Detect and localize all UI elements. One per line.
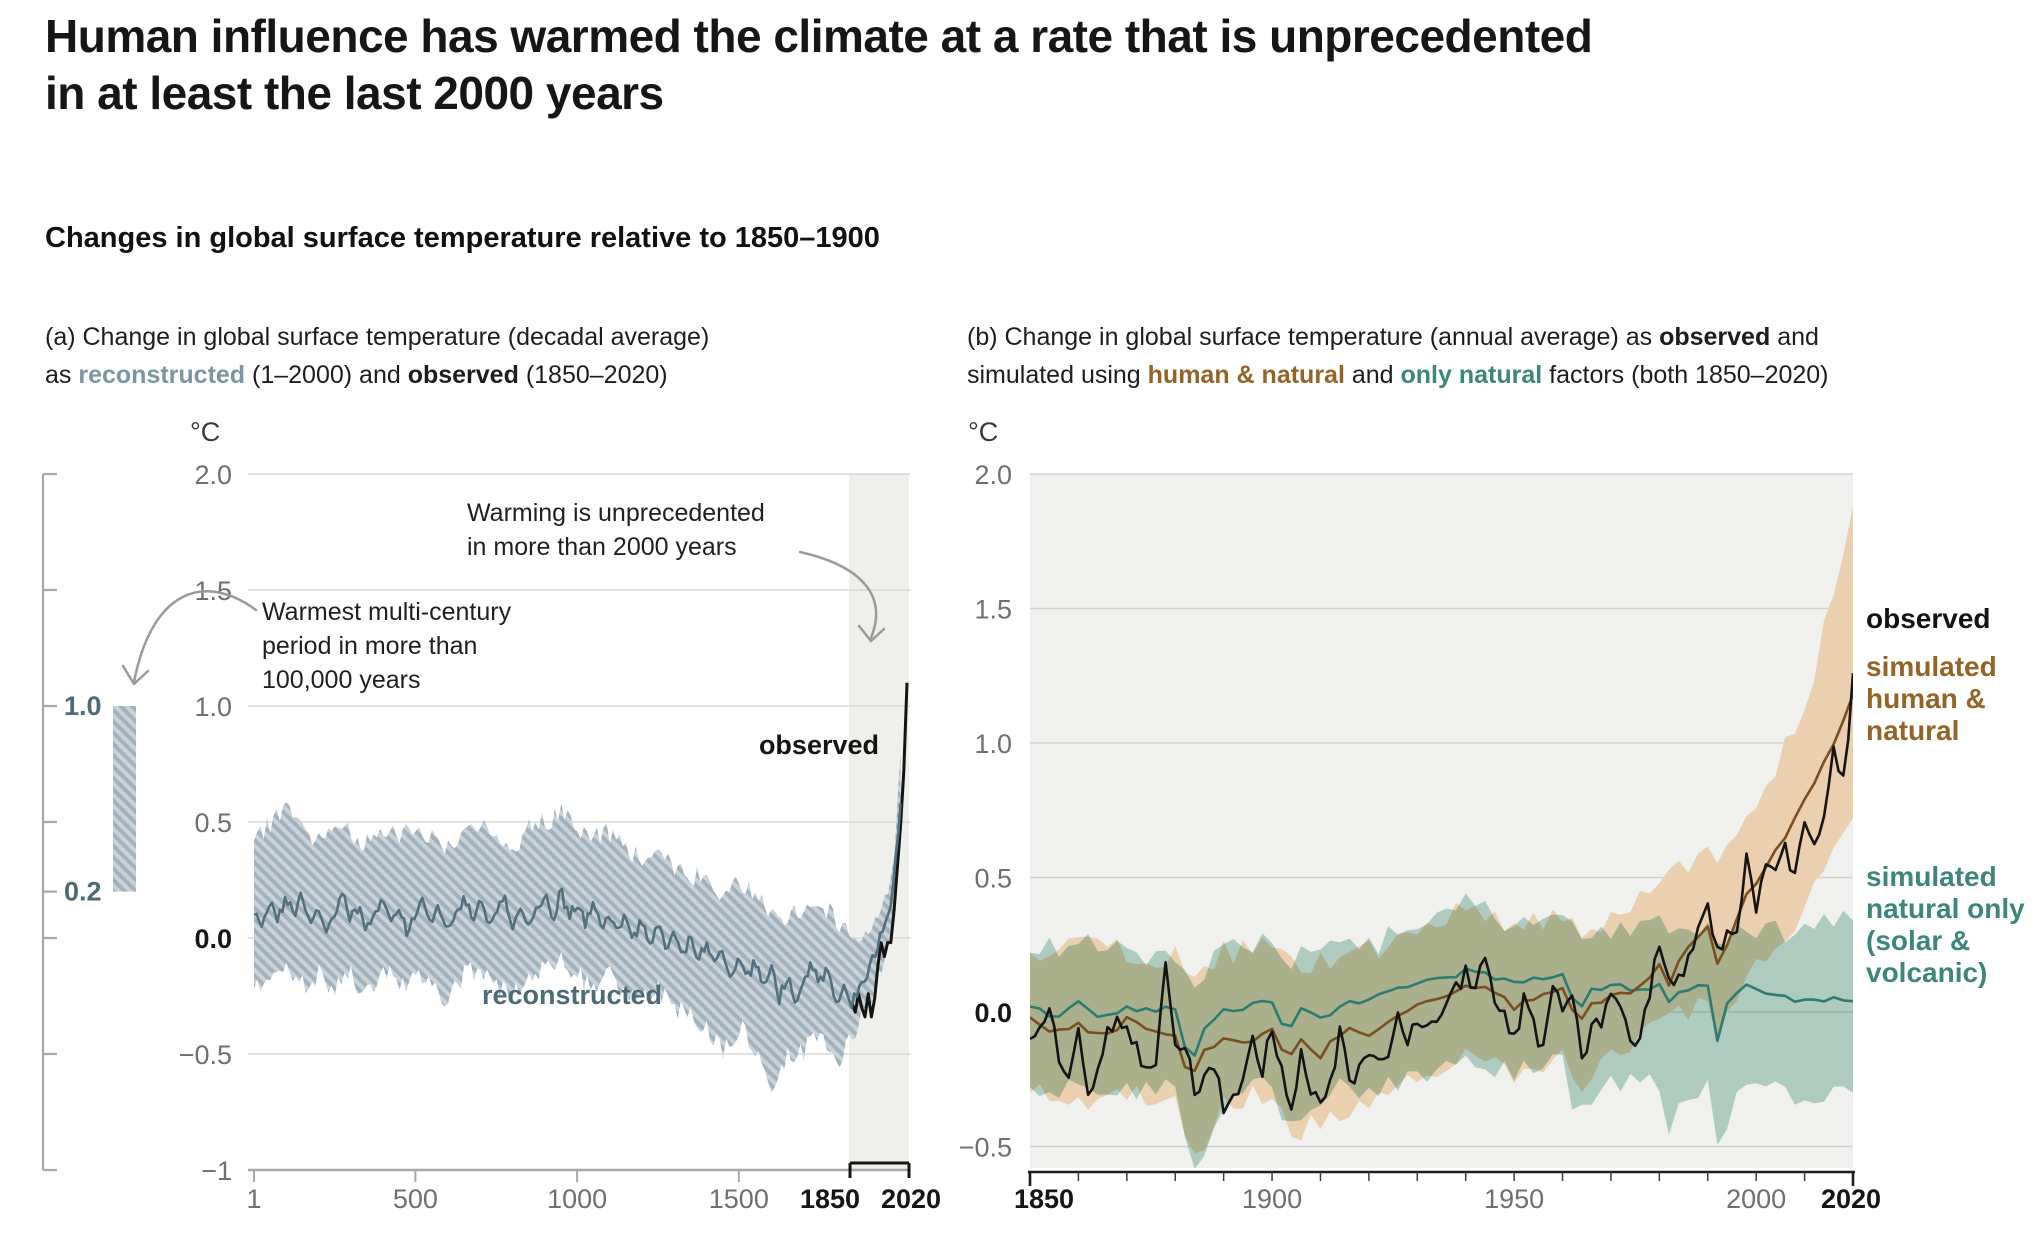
legend-human-natural: simulated: [1866, 651, 1997, 682]
annotation-warmest: 100,000 years: [262, 666, 420, 694]
observed-line: [850, 682, 909, 1019]
observed-line-b: [1030, 673, 1853, 1115]
caption-b-lead: (b) Change in global surface temperature…: [967, 323, 1660, 351]
figure-title: Human influence has warmed the climate a…: [45, 8, 1593, 122]
panel-b-unit-label: °C: [968, 417, 998, 447]
legend-human-natural: human &: [1866, 683, 1986, 714]
caption-b-observed: observed: [1659, 323, 1771, 351]
panel-a-chart: °C2.01.51.00.50.0−0.5−11 500 1000 1500 1850 2…: [41, 417, 941, 1214]
caption-a-reconstructed: reconstructed: [78, 361, 246, 389]
panel-a-unit-label: °C: [190, 417, 220, 447]
observed-label: observed: [759, 730, 879, 760]
panel-a-x-tick-label: 1850: [800, 1184, 860, 1214]
caption-a-tail: (1850–2020): [518, 361, 668, 389]
panel-a-y-axis: °C2.01.51.00.50.0−0.5−1: [179, 417, 232, 1186]
reconstructed-label: reconstructed: [482, 980, 662, 1010]
panel-b-x-tick-label: 1850: [1014, 1184, 1074, 1214]
annotation-warmest: Warmest multi-century: [262, 598, 512, 626]
panel-a-x-axis: 1 500 1000 1500 1850 2020: [246, 1161, 941, 1214]
annotation-warming-arrow: [798, 550, 878, 640]
panel-b-x-tick-label: 2000: [1726, 1184, 1786, 1214]
caption-b-only-natural: only natural: [1400, 361, 1543, 389]
caption-a-line2: as reconstructed (1–2000) and observed (…: [45, 356, 709, 394]
panel-b-y-tick-label: 1.5: [974, 595, 1012, 625]
likely-range-bar: [113, 706, 136, 892]
annotation-warmest-arrow: [132, 590, 258, 684]
panel-b-caption: (b) Change in global surface temperature…: [967, 318, 1829, 394]
caption-b-line2: simulated using human & natural and only…: [967, 356, 1829, 394]
panel-a-x-tick-label: 2020: [881, 1184, 941, 1214]
caption-b-and2: and: [1344, 361, 1401, 389]
legend-natural-only: natural only: [1866, 893, 2025, 924]
caption-a-as: as: [45, 361, 79, 389]
caption-b-line1: (b) Change in global surface temperature…: [967, 318, 1829, 356]
annotation-warmest-arrowhead: [121, 664, 150, 686]
caption-b-tail: factors (both 1850–2020): [1542, 361, 1829, 389]
panel-a-x-tick-label: 1500: [709, 1184, 769, 1214]
panel-b-x-axis: 1850 1900 1950 2000 2020: [1014, 1170, 1881, 1214]
panel-a-x-tick-label: 1: [246, 1184, 261, 1214]
panel-a-x-tick-label: 500: [393, 1184, 438, 1214]
panel-a-caption: (a) Change in global surface temperature…: [45, 318, 709, 394]
caption-a-observed: observed: [407, 361, 519, 389]
panel-a-annotations: Warming is unprecedented in more than 200…: [121, 499, 886, 1010]
caption-a-line1: (a) Change in global surface temperature…: [45, 323, 710, 351]
legend-natural-only: (solar &: [1866, 925, 1970, 956]
reconstructed-line: [253, 803, 902, 1009]
panel-b-x-tick-label: 2020: [1821, 1184, 1881, 1214]
panel-b-x-tick-label: 1950: [1484, 1184, 1544, 1214]
caption-b-and: and: [1770, 323, 1819, 351]
panel-a-y-tick-label: −1: [201, 1156, 232, 1186]
human-natural-line: [1030, 694, 1853, 1073]
annotation-warmest: period in more than: [262, 632, 477, 660]
panel-a-y-tick-label: 2.0: [194, 460, 232, 490]
panel-b-y-tick-label: 0.5: [974, 864, 1012, 894]
annotation-warming-arrowhead: [857, 624, 886, 643]
caption-b-sim: simulated using: [967, 361, 1148, 389]
panel-a-y-tick-label: 0.5: [194, 808, 232, 838]
side-scale-label: 0.2: [64, 877, 102, 907]
panel-a-y-tick-label: 0.0: [194, 924, 232, 954]
annotation-warming: Warming is unprecedented: [467, 499, 765, 527]
panel-b-y-tick-label: −0.5: [959, 1133, 1012, 1163]
panel-a-period-bracket: [848, 1161, 911, 1178]
panel-a-x-tick-label: 1000: [547, 1184, 607, 1214]
legend-human-natural: natural: [1866, 715, 1959, 746]
figure-subtitle: Changes in global surface temperature re…: [45, 222, 880, 254]
panel-b-x-tick-label: 1900: [1242, 1184, 1302, 1214]
panel-b-y-axis: °C 2.0 1.5 1.0 0.5 0.0 −0.5: [959, 417, 1012, 1163]
caption-b-human-natural: human & natural: [1147, 361, 1345, 389]
natural-only-band: [1030, 893, 1853, 1168]
legend-natural-only: volcanic): [1866, 957, 1987, 988]
panel-b-y-tick-label: 0.0: [974, 998, 1012, 1028]
caption-a-mid: (1–2000) and: [245, 361, 408, 389]
panel-a-y-tick-label: 1.0: [194, 692, 232, 722]
panel-b-y-tick-label: 1.0: [974, 729, 1012, 759]
panel-b-y-tick-label: 2.0: [974, 460, 1012, 490]
side-scale: 1.0 0.2: [41, 472, 136, 1172]
legend-natural-only: simulated: [1866, 861, 1997, 892]
side-scale-label: 1.0: [64, 691, 102, 721]
reconstructed-band: [254, 752, 901, 1093]
annotation-warming: in more than 2000 years: [467, 533, 737, 561]
panel-a-y-tick-label: −0.5: [179, 1040, 232, 1070]
legend-observed: observed: [1866, 603, 1991, 634]
figure-title-line2: in at least the last 2000 years: [45, 67, 664, 119]
figure-title-line1: Human influence has warmed the climate a…: [45, 10, 1593, 62]
natural-only-line: [1030, 967, 1853, 1057]
